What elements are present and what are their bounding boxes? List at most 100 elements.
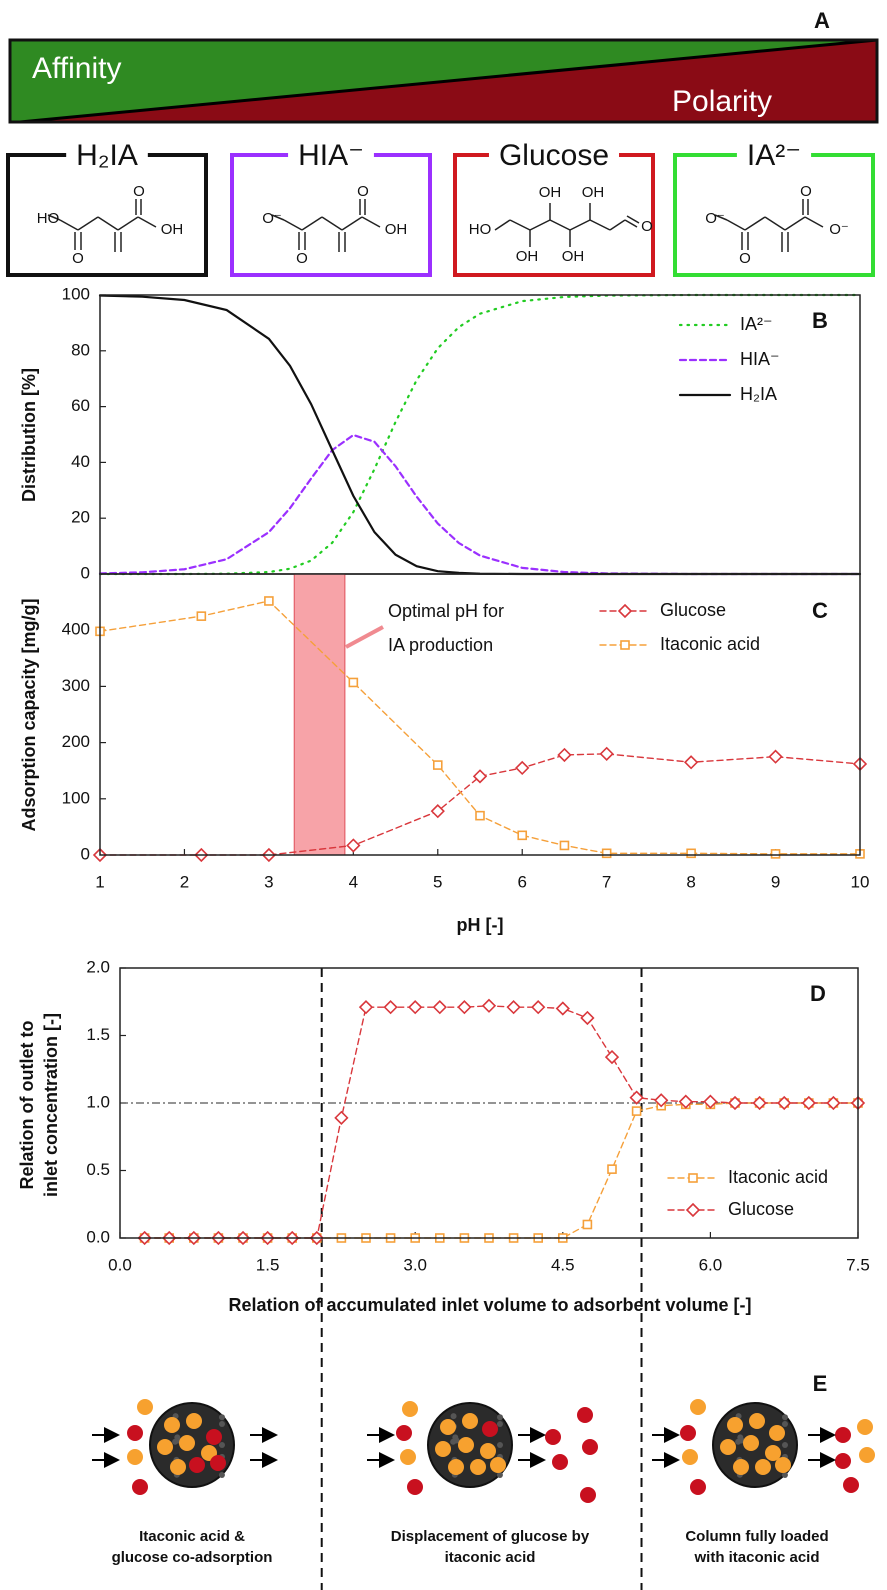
diamond-marker bbox=[604, 1049, 620, 1065]
square-marker bbox=[686, 848, 696, 859]
y-tick-label: 1.0 bbox=[86, 1092, 110, 1111]
glucose-dot bbox=[843, 1477, 859, 1493]
x-tick-label: 3 bbox=[264, 872, 273, 891]
itaconic-dot bbox=[743, 1435, 759, 1451]
itaconic-dot bbox=[690, 1399, 706, 1415]
bond bbox=[494, 219, 511, 231]
glucose-dot bbox=[577, 1407, 593, 1423]
x-tick-label: 8 bbox=[686, 872, 695, 891]
glucose-dot bbox=[552, 1454, 568, 1470]
y-tick-label: 0.0 bbox=[86, 1227, 110, 1246]
particle-texture bbox=[450, 1438, 457, 1445]
particle-texture bbox=[781, 1414, 788, 1421]
particle-texture bbox=[781, 1421, 788, 1428]
bond bbox=[117, 216, 139, 231]
square-marker bbox=[607, 1164, 617, 1174]
diamond-marker bbox=[580, 1010, 595, 1026]
y-tick-label: 200 bbox=[62, 732, 90, 751]
panel-label: C bbox=[812, 598, 828, 623]
panel-label: D bbox=[810, 981, 826, 1006]
particle-texture bbox=[218, 1471, 225, 1478]
square-marker bbox=[348, 677, 359, 688]
caption: with itaconic acid bbox=[693, 1549, 819, 1566]
panel-label: A bbox=[814, 8, 830, 33]
diamond-marker bbox=[481, 998, 497, 1013]
flow-arrow-head bbox=[262, 1427, 278, 1443]
species-frame bbox=[6, 153, 208, 277]
itaconic-dot bbox=[470, 1459, 486, 1475]
itaconic-dot bbox=[448, 1459, 464, 1475]
flow-arrow-head bbox=[820, 1452, 836, 1468]
x-axis-label: pH [-] bbox=[457, 915, 504, 935]
x-tick-label: 4.5 bbox=[551, 1255, 575, 1274]
itaconic-dot bbox=[490, 1457, 506, 1473]
bond bbox=[59, 219, 79, 231]
caption: glucose co-adsorption bbox=[112, 1549, 273, 1566]
chart-panel: 0 100 200 300 400 1 2 3 4 5 6 7 8 9 10 Glucose Itaconic … bbox=[19, 573, 869, 935]
x-tick-label: 1 bbox=[95, 872, 104, 891]
mechanism-scene: Itaconic acid & glucose co-adsorption bbox=[92, 1399, 278, 1566]
mechanism-scene: Column fully loaded with itaconic acid bbox=[652, 1399, 875, 1566]
itaconic-dot bbox=[859, 1447, 875, 1463]
legend-label: H₂IA bbox=[740, 384, 777, 404]
atom-label: HO bbox=[37, 210, 60, 227]
itaconic-dot bbox=[720, 1439, 736, 1455]
y-axis-label: inlet concentration [-] bbox=[41, 1013, 61, 1197]
particle-texture bbox=[218, 1414, 225, 1421]
square-marker bbox=[517, 830, 528, 841]
itaconic-dot bbox=[186, 1413, 202, 1429]
diamond-marker bbox=[506, 1000, 521, 1015]
glucose-dot bbox=[407, 1479, 423, 1495]
square-marker bbox=[631, 1106, 642, 1116]
square-marker bbox=[582, 1219, 593, 1230]
y-tick-label: 20 bbox=[71, 508, 90, 527]
y-axis-label: Adsorption capacity [mg/g] bbox=[19, 598, 39, 831]
diamond-marker bbox=[358, 1000, 374, 1015]
species-frame bbox=[673, 153, 875, 277]
y-tick-label: 80 bbox=[71, 340, 90, 359]
legend-label: Glucose bbox=[728, 1199, 794, 1219]
itaconic-dot bbox=[458, 1437, 474, 1453]
diamond-marker bbox=[654, 1093, 669, 1108]
glucose-dot bbox=[206, 1429, 222, 1445]
atom-label: O bbox=[133, 183, 145, 200]
bond bbox=[624, 219, 638, 228]
diamond-marker bbox=[752, 1095, 767, 1111]
particle-texture bbox=[496, 1471, 503, 1478]
legend-label: Glucose bbox=[660, 600, 726, 620]
x-tick-label: 6.0 bbox=[699, 1255, 723, 1274]
atom-label: OH bbox=[582, 184, 605, 201]
diamond-marker bbox=[617, 603, 633, 619]
itaconic-dot bbox=[462, 1413, 478, 1429]
species-name: H₂IA bbox=[76, 139, 138, 172]
species-box: Glucose HO OH OH OH OH O bbox=[453, 139, 655, 277]
y-tick-label: 0 bbox=[81, 844, 90, 863]
itaconic-dot bbox=[127, 1449, 143, 1465]
x-tick-label: 0.0 bbox=[108, 1255, 132, 1274]
itaconic-dot bbox=[137, 1399, 153, 1415]
particle-texture bbox=[496, 1421, 503, 1428]
itaconic-dot bbox=[765, 1445, 781, 1461]
bond bbox=[529, 219, 551, 231]
glucose-dot bbox=[580, 1487, 596, 1503]
diamond-marker bbox=[678, 1094, 693, 1109]
particle-texture bbox=[781, 1471, 788, 1478]
y-tick-label: 2.0 bbox=[86, 957, 110, 976]
square-marker bbox=[620, 640, 630, 650]
bond bbox=[361, 216, 381, 228]
particle-texture bbox=[496, 1414, 503, 1421]
itaconic-dot bbox=[435, 1441, 451, 1457]
gradient-divider bbox=[19, 38, 878, 124]
diamond-marker bbox=[801, 1095, 816, 1111]
flow-arrow-head bbox=[530, 1427, 546, 1443]
glucose-dot bbox=[835, 1427, 851, 1443]
square-marker bbox=[264, 596, 274, 606]
itaconic-dot bbox=[733, 1459, 749, 1475]
x-tick-label: 3.0 bbox=[403, 1255, 427, 1274]
particle-texture bbox=[172, 1438, 179, 1445]
y-tick-label: 300 bbox=[62, 676, 90, 695]
itaconic-dot bbox=[402, 1401, 418, 1417]
glucose-dot bbox=[189, 1457, 205, 1473]
diamond-marker bbox=[346, 838, 361, 853]
